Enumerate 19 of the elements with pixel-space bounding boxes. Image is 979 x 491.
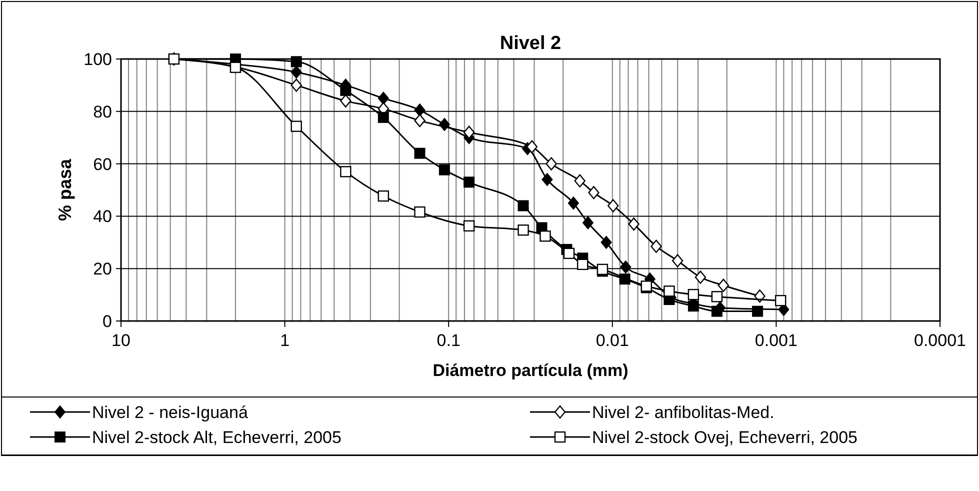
chart-title: Nivel 2 [500,33,562,54]
y-tick-label: 60 [93,154,112,174]
x-tick-label: 0.1 [436,331,460,350]
legend-label: Nivel 2 - neis-Iguaná [92,403,248,422]
x-tick-label: 0.01 [596,331,629,350]
legend-label: Nivel 2-stock Ovej, Echeverri, 2005 [592,428,858,447]
y-tick-label: 100 [84,50,112,69]
legend-label: Nivel 2- anfibolitas-Med. [592,403,774,422]
x-tick-label: 1 [280,331,290,350]
legend-label: Nivel 2-stock Alt, Echeverri, 2005 [92,428,342,447]
y-tick-label: 0 [102,312,112,331]
x-tick-label: 0.0001 [914,331,966,350]
y-tick-label: 40 [93,207,112,226]
y-tick-label: 80 [93,102,112,122]
x-tick-label: 10 [112,331,130,350]
x-axis-title: Diámetro partícula (mm) [432,361,628,380]
x-tick-label: 0.001 [754,331,798,350]
y-axis-title: % pasa [55,158,75,222]
y-tick-label: 20 [93,260,112,279]
